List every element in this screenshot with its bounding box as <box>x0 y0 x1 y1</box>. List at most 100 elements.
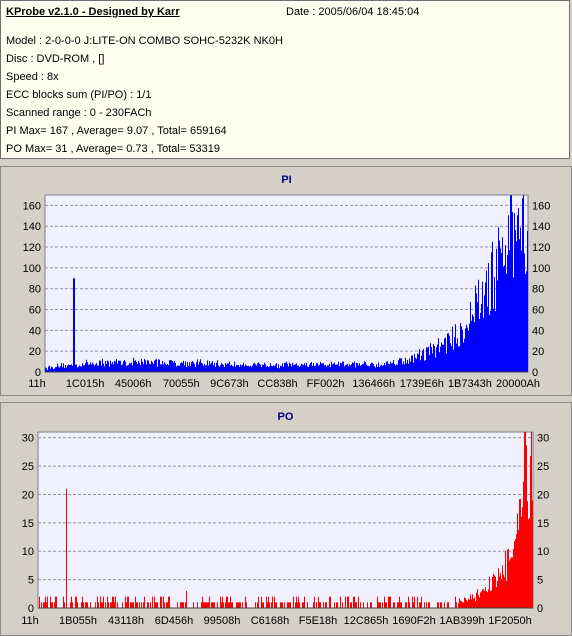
data-bar <box>129 363 130 372</box>
data-bar <box>390 361 391 372</box>
data-bar <box>290 602 291 608</box>
data-bar <box>101 365 102 372</box>
data-bar <box>107 360 108 372</box>
data-bar <box>77 602 78 608</box>
data-bar <box>482 589 483 608</box>
data-bar <box>83 602 84 608</box>
data-bar <box>274 366 275 372</box>
data-bar <box>146 364 147 372</box>
data-bar <box>113 364 114 372</box>
data-bar <box>440 602 441 608</box>
data-bar <box>288 366 289 372</box>
data-bar <box>492 241 493 372</box>
data-bar <box>167 363 168 372</box>
data-bar <box>183 602 184 608</box>
data-bar <box>502 565 503 608</box>
data-bar <box>236 364 237 372</box>
data-bar <box>337 602 338 608</box>
data-bar <box>364 361 365 372</box>
data-bar <box>161 364 162 372</box>
x-tick-label: 11h <box>21 615 39 627</box>
data-bar <box>503 266 504 372</box>
data-bar <box>221 602 222 608</box>
data-bar <box>445 337 446 372</box>
data-bar <box>46 602 47 608</box>
data-bar <box>176 366 177 372</box>
data-bar <box>388 596 389 608</box>
data-bar <box>396 364 397 372</box>
range-line: Scanned range : 0 - 230FACh <box>6 107 152 119</box>
data-bar <box>71 364 72 372</box>
data-bar <box>109 366 110 372</box>
data-bar <box>175 363 176 372</box>
data-bar <box>186 590 187 608</box>
data-bar <box>483 317 484 372</box>
data-bar <box>230 596 231 608</box>
data-bar <box>156 359 157 372</box>
data-bar <box>45 367 46 372</box>
y-tick-label-left: 15 <box>22 518 34 530</box>
data-bar <box>452 326 453 372</box>
data-bar <box>134 361 135 372</box>
data-bar <box>191 362 192 372</box>
data-bar <box>112 596 113 608</box>
data-bar <box>284 362 285 372</box>
disc-line: Disc : DVD-ROM , [] <box>6 53 105 65</box>
data-bar <box>353 363 354 372</box>
data-bar <box>138 360 139 372</box>
data-bar <box>119 360 120 372</box>
data-bar <box>131 362 132 372</box>
data-bar <box>304 596 305 608</box>
data-bar <box>488 589 489 608</box>
data-bar <box>198 364 199 372</box>
data-bar <box>479 597 480 608</box>
data-bar <box>354 596 355 608</box>
data-bar <box>495 576 496 608</box>
data-bar <box>197 602 198 608</box>
data-bar <box>286 361 287 372</box>
data-bar <box>402 364 403 372</box>
data-bar <box>336 364 337 372</box>
data-bar <box>237 602 238 608</box>
data-bar <box>173 362 174 372</box>
data-bar <box>212 361 213 372</box>
x-tick-label: 20000Ah <box>496 378 540 390</box>
data-bar <box>231 602 232 608</box>
data-bar <box>271 365 272 372</box>
data-bar <box>103 596 104 608</box>
data-bar <box>318 596 319 608</box>
x-tick-label: 1F2050h <box>488 615 531 627</box>
x-tick-label: 1690F2h <box>392 615 435 627</box>
data-bar <box>111 602 112 608</box>
data-bar <box>140 365 141 372</box>
data-bar <box>139 362 140 372</box>
data-bar <box>258 362 259 372</box>
data-bar <box>160 596 161 608</box>
data-bar <box>497 280 498 372</box>
y-tick-label-left: 160 <box>23 200 41 212</box>
data-bar <box>222 596 223 608</box>
data-bar <box>130 602 131 608</box>
data-bar <box>108 361 109 372</box>
plot-area <box>37 431 534 609</box>
data-bar <box>421 355 422 372</box>
data-bar <box>293 365 294 372</box>
data-bar <box>495 311 496 372</box>
data-bar <box>530 456 531 608</box>
data-bar <box>406 602 407 608</box>
data-bar <box>86 359 87 372</box>
data-bar <box>217 360 218 372</box>
data-bar <box>337 364 338 372</box>
data-bar <box>76 364 77 372</box>
data-bar <box>104 366 105 372</box>
data-bar <box>196 362 197 372</box>
data-bar <box>277 368 278 372</box>
data-bar <box>478 595 479 608</box>
data-bar <box>284 602 285 608</box>
data-bar <box>106 363 107 372</box>
data-bar <box>219 366 220 372</box>
data-bar <box>125 596 126 608</box>
data-bar <box>214 602 215 608</box>
data-bar <box>225 363 226 372</box>
chart-title: PI <box>281 174 291 186</box>
